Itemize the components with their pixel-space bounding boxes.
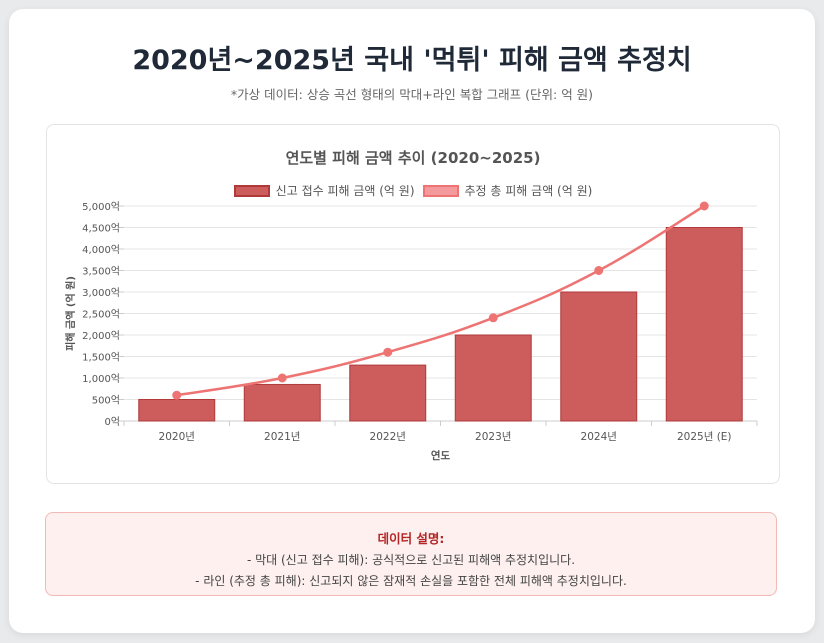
page-subtitle: *가상 데이터: 상승 곡선 형태의 막대+라인 복합 그래프 (단위: 억 원… [230,87,594,102]
y-tick-label: 3,000억 [82,287,120,299]
y-tick-label: 2,500억 [82,309,120,321]
x-tick-label: 2025년 (E) [677,431,732,443]
bar-2020년 [138,399,216,422]
chart-plot: 0억 500억 1,000억 1,500억 2,000억 2,500억 3,000억 3,50… [64,201,758,462]
line-series [176,204,705,397]
y-tick-label: 500억 [92,395,120,407]
legend-item-line[interactable]: 추정 총 피해 금액 (억 원) [422,182,593,199]
x-tick-label: 2023년 [475,431,511,443]
y-tick-label: 1,000억 [82,373,120,385]
y-tick-label: 0억 [104,416,120,428]
x-tick-label: 2020년 [159,431,195,443]
bar-2021년 [243,383,321,422]
x-axis-title: 연도 [431,449,451,462]
x-tick-label: 2024년 [581,431,617,443]
y-axis-title: 피해 금액 (억 원) [64,276,77,351]
y-tick-label: 4,500억 [82,223,120,235]
legend-item-bar[interactable]: 신고 접수 피해 금액 (억 원) [233,182,415,199]
chart-legend: 신고 접수 피해 금액 (억 원) 추정 총 피해 금액 (억 원) [47,182,779,199]
legend-swatch-line [422,184,459,197]
bar-2023년 [454,334,532,422]
line-point-2021년 [277,373,287,383]
legend-swatch-bar [233,184,270,197]
note-line-bar: - 막대 (신고 접수 피해): 공식적으로 신고된 피해액 추정치입니다. [246,553,576,567]
chart-title: 연도별 피해 금액 추이 (2020~2025) [285,149,541,167]
bar-2022년 [349,364,427,422]
x-tick-label: 2022년 [370,431,406,443]
page-title: 2020년~2025년 국내 '먹튀' 피해 금액 추정치 [132,45,692,76]
y-tick-label: 2,000억 [82,330,120,342]
y-tick-label: 4,000억 [82,244,120,256]
data-note: 데이터 설명: - 막대 (신고 접수 피해): 공식적으로 신고된 피해액 추… [45,512,777,596]
line-point-2025년 (E) [699,201,709,211]
y-tick-label: 3,500억 [82,266,120,278]
note-line-line: - 라인 (추정 총 피해): 신고되지 않은 잠재적 손실을 포함한 전체 피… [195,574,627,588]
bar-2024년 [560,291,638,422]
bar-2025년 (E) [665,227,743,422]
line-point-2024년 [594,266,604,275]
x-tick-label: 2021년 [264,431,300,443]
chart-container: 연도별 피해 금액 추이 (2020~2025) 신고 접수 피해 금액 (억 … [46,124,780,484]
line-point-2022년 [383,347,393,357]
note-title: 데이터 설명: [377,531,445,546]
line-point-2020년 [172,390,182,400]
line-point-2023년 [488,313,498,323]
legend-label-line: 추정 총 피해 금액 (억 원) [464,184,593,198]
y-tick-label: 1,500억 [82,352,120,364]
legend-label-bar: 신고 접수 피해 금액 (억 원) [275,184,415,198]
y-tick-label: 5,000억 [82,201,120,213]
